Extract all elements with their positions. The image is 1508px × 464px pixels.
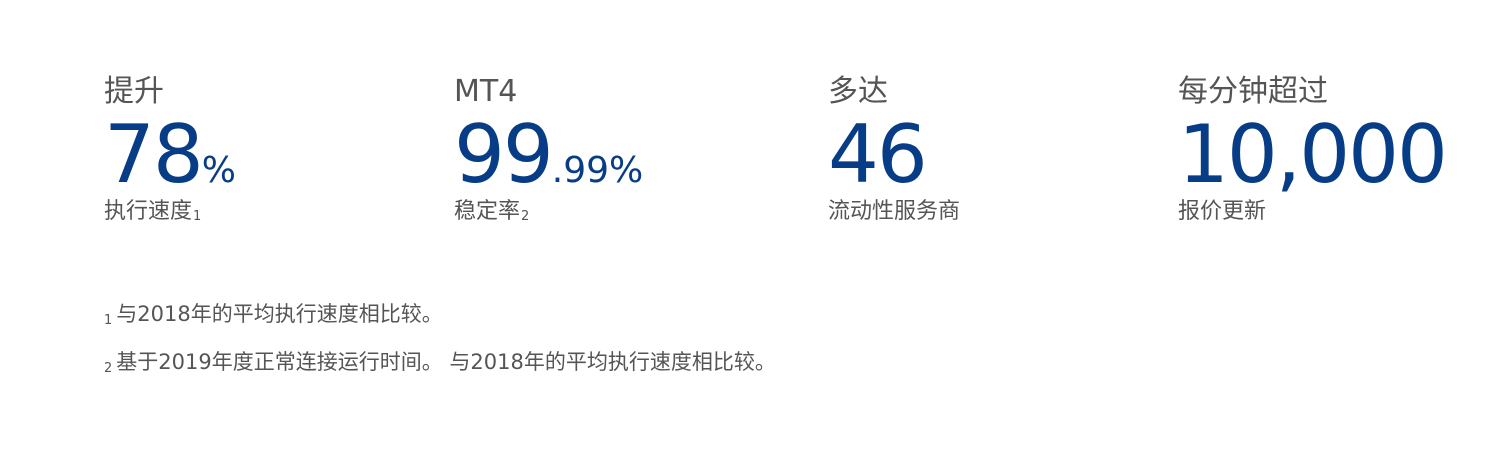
- stat-value: 99.99%: [454, 110, 643, 200]
- stat-number: 46: [828, 108, 928, 201]
- stat-label-text: 稳定率: [454, 199, 521, 224]
- footnote-ref: 2: [521, 209, 530, 224]
- stat-label: 流动性服务商: [828, 197, 960, 227]
- stat-label-text: 流动性服务商: [828, 199, 961, 224]
- stat-value: 46: [828, 110, 960, 200]
- stat-label: 报价更新: [1178, 197, 1446, 227]
- stat-prefix: 每分钟超过: [1178, 74, 1328, 109]
- footnote-ref: 1: [193, 209, 202, 224]
- footnote-text: 与2018年的平均执行速度相比较。: [116, 302, 443, 326]
- footnotes: 1 与2018年的平均执行速度相比较。 2 基于2019年度正常连接运行时间。 与2…: [104, 298, 776, 394]
- stat-number: 99: [454, 108, 554, 201]
- stat-label-text: 报价更新: [1178, 199, 1267, 224]
- footnote-number: 1: [104, 313, 113, 328]
- footnote-text: 基于2019年度正常连接运行时间。 与2018年的平均执行速度相比较。: [116, 350, 776, 374]
- stat-execution-speed: 提升 78% 执行速度1: [104, 72, 236, 232]
- stat-number: 10,000: [1178, 108, 1448, 201]
- stat-number: 78: [104, 108, 204, 201]
- stat-value: 78%: [104, 110, 236, 200]
- stat-label: 执行速度1: [104, 197, 236, 232]
- stat-label-text: 执行速度: [104, 199, 193, 224]
- stat-quote-updates: 每分钟超过 10,000 报价更新: [1178, 72, 1448, 227]
- stat-prefix: 提升: [104, 74, 164, 109]
- stats-row: 提升 78% 执行速度1 MT4 99.99% 稳定率2 多达 46 流动性服务…: [104, 72, 1448, 232]
- footnote-1: 1 与2018年的平均执行速度相比较。: [104, 298, 776, 330]
- stat-prefix: MT4: [454, 74, 518, 109]
- stat-suffix: %: [201, 150, 237, 191]
- stat-liquidity-providers: 多达 46 流动性服务商: [828, 72, 960, 227]
- stat-value: 10,000: [1178, 108, 1448, 201]
- stat-label: 稳定率2: [454, 197, 643, 232]
- footnote-number: 2: [104, 361, 113, 376]
- stat-stability: MT4 99.99% 稳定率2: [454, 72, 643, 232]
- stat-prefix: 多达: [828, 74, 888, 109]
- footnote-2: 2 基于2019年度正常连接运行时间。 与2018年的平均执行速度相比较。: [104, 346, 776, 378]
- stat-suffix: .99%: [551, 150, 644, 191]
